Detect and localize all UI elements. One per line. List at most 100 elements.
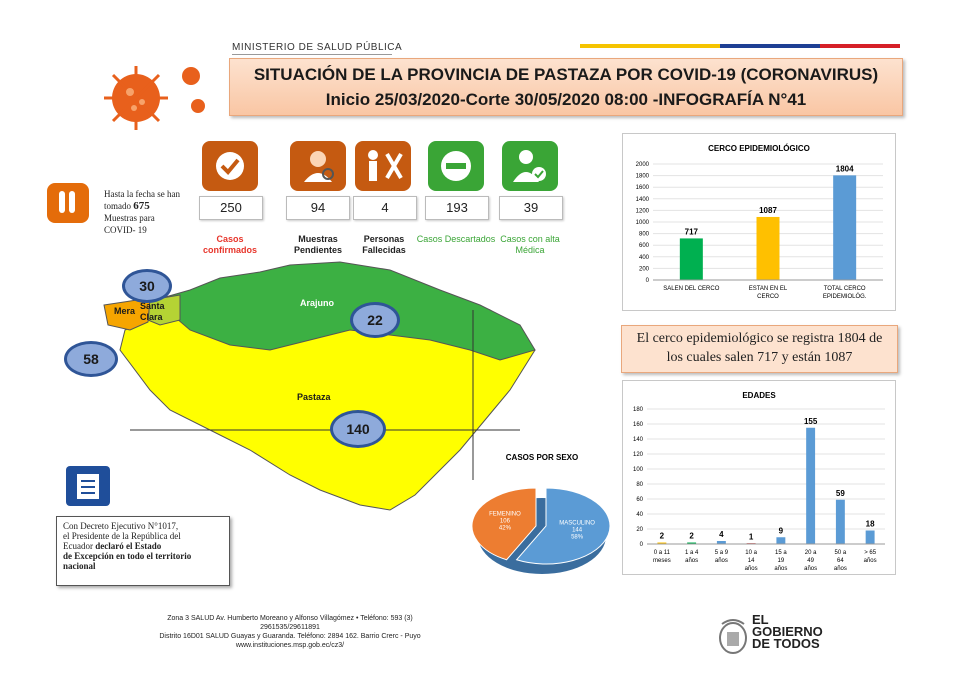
- stat-confirmed-value: 250: [199, 196, 263, 220]
- flag-stripe: [580, 44, 900, 48]
- cerco-note-line2: los cuales salen 717 y están 1087: [666, 350, 853, 365]
- stat-pending-value: 94: [286, 196, 350, 220]
- y-tick-label: 1400: [636, 197, 650, 203]
- tests-tomado: tomado: [104, 201, 131, 211]
- x-tick-label: años: [864, 558, 877, 564]
- stat-discharged-value: 39: [499, 196, 563, 220]
- bar: [776, 537, 786, 544]
- x-tick-label: 19: [778, 558, 785, 564]
- cerco-chart: CERCO EPIDEMIOLÓGICO 0 200 400 600 800 1000 120…: [636, 144, 883, 300]
- y-tick-label: 160: [633, 422, 644, 428]
- y-tick-label: 0: [646, 278, 650, 284]
- data-label: 18: [866, 520, 875, 529]
- decree-line2: el Presidente de la República del: [63, 531, 181, 541]
- data-label: 155: [804, 417, 818, 426]
- x-tick-label: 1 a 4: [685, 550, 699, 556]
- x-tick-label: 5 a 9: [715, 550, 729, 556]
- data-label: 1: [749, 532, 754, 541]
- data-label: 4: [719, 530, 724, 539]
- map-region-arajuno: [153, 261, 536, 361]
- x-tick-label: TOTAL CERCO: [824, 286, 866, 292]
- x-tick-label: > 65: [864, 550, 877, 556]
- data-label: 1087: [759, 206, 777, 215]
- y-tick-label: 1000: [636, 220, 650, 226]
- y-tick-label: 20: [636, 527, 643, 533]
- y-tick-label: 180: [633, 407, 644, 413]
- map-label-santa: Santa: [140, 301, 165, 311]
- y-tick-label: 1200: [636, 208, 650, 214]
- decree-box: Con Decreto Ejecutivo N°1017, el Preside…: [56, 516, 230, 586]
- pie-label-name: MASCULINO: [559, 520, 595, 526]
- decree-line1: Con Decreto Ejecutivo N°1017,: [63, 521, 179, 531]
- x-tick-label: años: [774, 566, 787, 572]
- footer-line1: Zona 3 SALUD Av. Humberto Moreano y Alfo…: [167, 615, 413, 622]
- cases-oval-pastaza: 140: [330, 410, 386, 448]
- tests-line4: COVID- 19: [104, 225, 147, 235]
- government-logo: EL GOBIERNO DE TODOS: [752, 613, 823, 651]
- footer-line2: 2961535/29611891: [260, 624, 320, 631]
- y-tick-label: 80: [636, 482, 643, 488]
- x-tick-label: 0 a 11: [654, 550, 671, 556]
- cerco-note-line1: El cerco epidemiológico se registra 1804…: [636, 331, 883, 346]
- x-tick-label: SALEN DEL CERCO: [663, 286, 719, 292]
- y-tick-label: 40: [636, 512, 643, 518]
- tests-text: Hasta la fecha se han tomado 675 Muestra…: [104, 188, 194, 236]
- x-tick-label: años: [685, 558, 698, 564]
- cerco-chart-box: CERCO EPIDEMIOLÓGICO 0 200 400 600 800 1000 120…: [622, 133, 896, 311]
- y-tick-label: 60: [636, 497, 643, 503]
- y-tick-label: 100: [633, 467, 644, 473]
- test-tube-icon: [47, 183, 89, 223]
- title-banner: SITUACIÓN DE LA PROVINCIA DE PASTAZA POR…: [229, 58, 903, 116]
- bar: [657, 542, 667, 544]
- x-tick-label: 15 a: [775, 550, 787, 556]
- data-label: 2: [689, 532, 694, 541]
- x-tick-label: años: [715, 558, 728, 564]
- y-tick-label: 200: [639, 266, 650, 272]
- bar: [679, 238, 703, 280]
- map-label-clara: Clara: [140, 312, 163, 322]
- y-tick-label: 140: [633, 437, 644, 443]
- y-tick-label: 400: [639, 255, 650, 261]
- stat-confirmed-label: Casos confirmados: [202, 234, 257, 255]
- chart-title: EDADES: [742, 391, 776, 400]
- tests-line3: Muestras para: [104, 213, 155, 223]
- y-tick-label: 1800: [636, 174, 650, 180]
- edades-chart: EDADES 0 20 40 60 80 100 120 140 160 180 2 0 a 11 mes…: [633, 391, 885, 572]
- cases-oval-arajuno: 22: [350, 302, 400, 338]
- x-tick-label: 10 a: [745, 550, 757, 556]
- x-tick-label: años: [834, 566, 847, 572]
- gov-line3: DE TODOS: [752, 636, 820, 651]
- stat-discarded-label: Casos Descartados: [416, 234, 496, 244]
- bar: [865, 530, 875, 544]
- x-tick-label: ESTAN EN EL: [749, 286, 788, 292]
- x-tick-label: 50 a: [835, 550, 847, 556]
- footer-line3: Distrito 16D01 SALUD Guayas y Guaranda. …: [159, 633, 421, 640]
- pie-slice: [471, 487, 537, 561]
- y-tick-label: 0: [640, 542, 644, 548]
- pie-label-percent: 42%: [499, 526, 512, 532]
- decree-line3b: declaró el Estado: [95, 541, 162, 551]
- y-tick-label: 120: [633, 452, 644, 458]
- checklist-icon: [66, 466, 110, 506]
- y-tick-label: 1600: [636, 185, 650, 191]
- tests-line1: Hasta la fecha se han: [104, 189, 180, 199]
- stat-discharged-label: Casos con alta Médica: [500, 234, 560, 255]
- cerco-note: El cerco epidemiológico se registra 1804…: [621, 325, 898, 373]
- map-label-pastaza: Pastaza: [297, 392, 331, 402]
- x-tick-label: EPIDEMIOLÓG.: [823, 293, 867, 300]
- data-label: 717: [685, 227, 699, 236]
- pie-slice: [515, 487, 611, 565]
- stat-discarded-value: 193: [425, 196, 489, 220]
- decree-line4: de Excepción en todo el territorio: [63, 551, 192, 561]
- map-label-arajuno: Arajuno: [300, 298, 335, 308]
- bar: [716, 541, 726, 544]
- x-tick-label: 14: [748, 558, 755, 564]
- bar: [687, 542, 697, 544]
- pie-title: CASOS POR SEXO: [506, 453, 578, 462]
- stat-deceased-label: Personas Fallecidas: [362, 234, 406, 255]
- check-icon: [202, 141, 258, 191]
- chart-title: CERCO EPIDEMIOLÓGICO: [708, 144, 810, 153]
- cases-oval-santa-clara: 30: [122, 269, 172, 303]
- virus-icon: [104, 66, 205, 130]
- x-tick-label: meses: [653, 558, 671, 564]
